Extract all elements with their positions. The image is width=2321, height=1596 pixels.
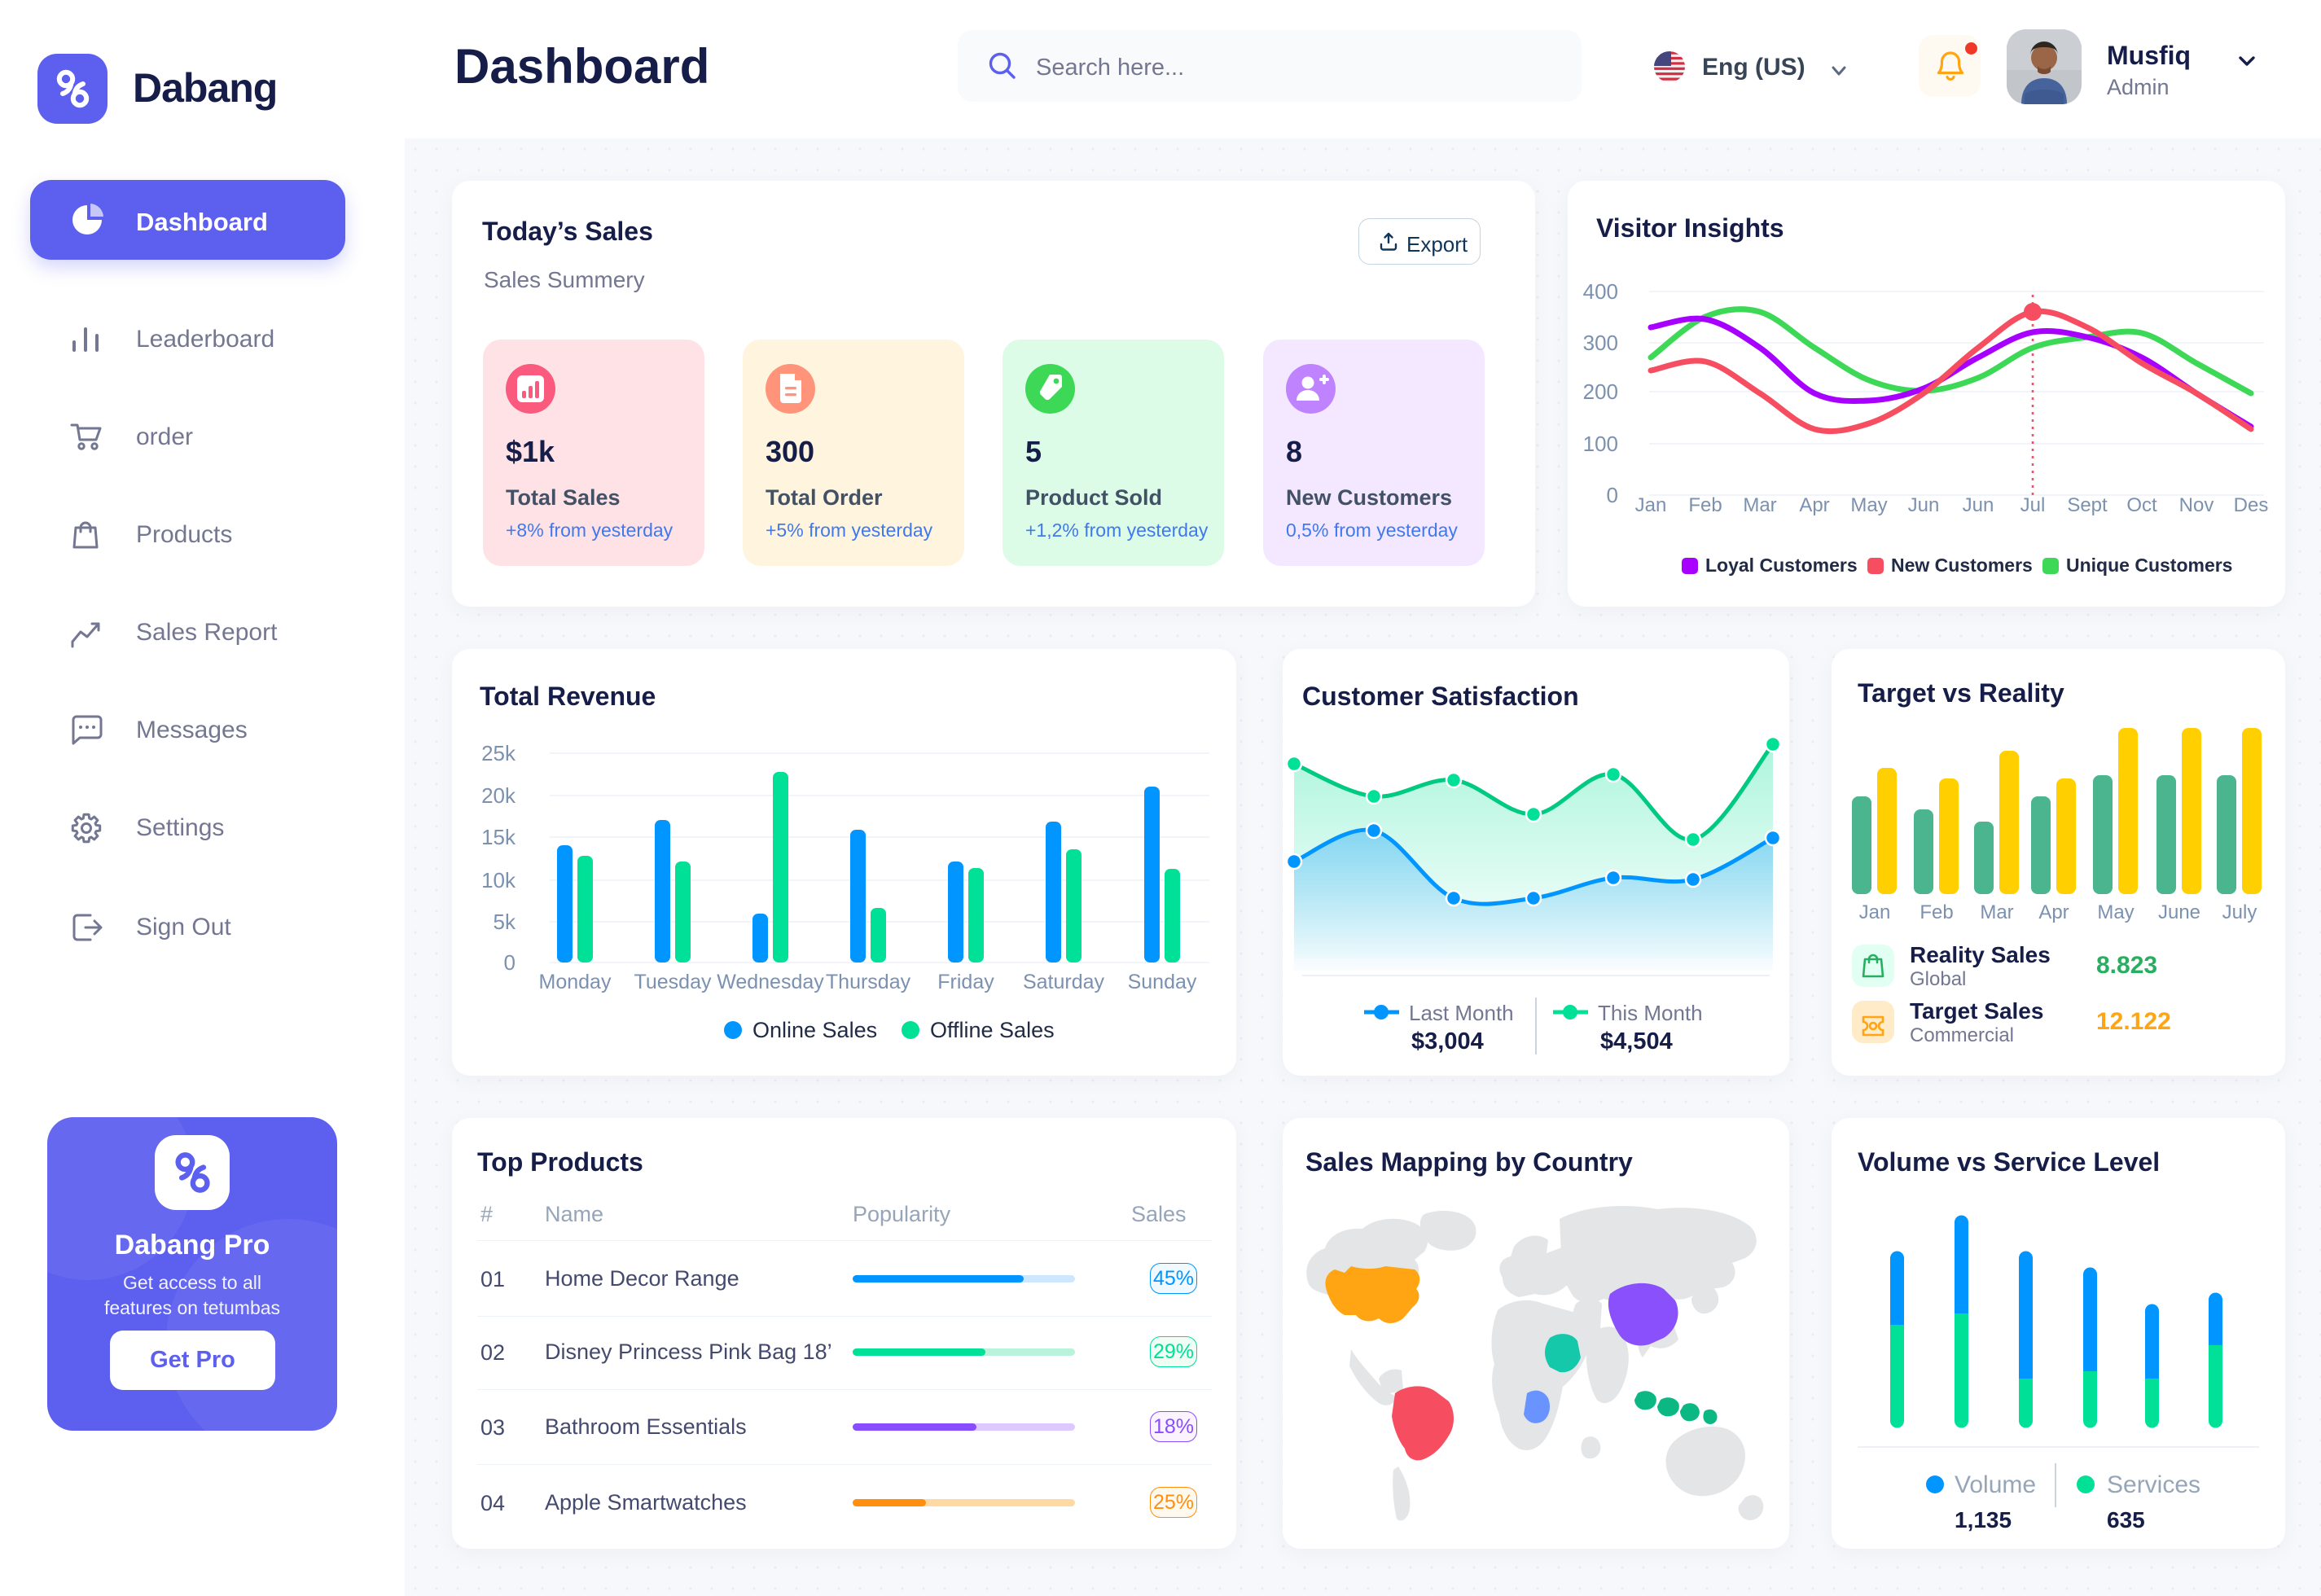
svg-text:Wednesday: Wednesday <box>717 971 824 993</box>
svg-text:Reality Sales: Reality Sales <box>1910 942 2051 967</box>
svg-text:June: June <box>2158 901 2200 923</box>
svg-text:Volume: Volume <box>1955 1471 2036 1498</box>
svg-text:25k: 25k <box>481 741 516 765</box>
svg-text:This Month: This Month <box>1598 1001 1703 1025</box>
svg-text:Apr: Apr <box>2038 901 2069 923</box>
svg-text:New Customers: New Customers <box>1891 555 2033 576</box>
svg-text:Feb: Feb <box>1688 494 1722 516</box>
svg-text:Loyal Customers: Loyal Customers <box>1705 555 1858 576</box>
svg-text:Jun: Jun <box>1963 494 1994 516</box>
svg-text:$3,004: $3,004 <box>1411 1028 1484 1054</box>
svg-text:Services: Services <box>2107 1471 2200 1498</box>
svg-text:Des: Des <box>2234 494 2269 516</box>
svg-text:Mar: Mar <box>1743 494 1776 516</box>
svg-text:$4,504: $4,504 <box>1600 1028 1673 1054</box>
svg-text:Offline Sales: Offline Sales <box>930 1018 1055 1042</box>
svg-text:Friday: Friday <box>937 971 994 993</box>
svg-text:Apr: Apr <box>1799 494 1829 516</box>
svg-text:400: 400 <box>1583 279 1618 304</box>
svg-text:July: July <box>2222 901 2257 923</box>
svg-text:Sept: Sept <box>2067 494 2108 516</box>
svg-text:20k: 20k <box>481 783 516 808</box>
svg-text:5k: 5k <box>494 910 516 934</box>
svg-text:0: 0 <box>504 950 516 975</box>
svg-text:Sunday: Sunday <box>1128 971 1197 993</box>
svg-text:Oct: Oct <box>2126 494 2157 516</box>
svg-text:Feb: Feb <box>1920 901 1953 923</box>
svg-text:Target Sales: Target Sales <box>1910 998 2043 1024</box>
svg-text:Jun: Jun <box>1908 494 1940 516</box>
svg-text:15k: 15k <box>481 825 516 849</box>
svg-text:Global: Global <box>1910 968 1966 990</box>
svg-text:Last Month: Last Month <box>1409 1001 1514 1025</box>
svg-text:Saturday: Saturday <box>1023 971 1105 993</box>
svg-text:0: 0 <box>1607 483 1618 507</box>
svg-text:Jul: Jul <box>2020 494 2046 516</box>
svg-text:100: 100 <box>1583 432 1618 456</box>
svg-text:Jan: Jan <box>1859 901 1891 923</box>
svg-text:Monday: Monday <box>539 971 612 993</box>
svg-text:Unique Customers: Unique Customers <box>2066 555 2232 576</box>
svg-text:12.122: 12.122 <box>2096 1008 2171 1035</box>
svg-text:May: May <box>1850 494 1887 516</box>
svg-text:200: 200 <box>1583 379 1618 404</box>
svg-text:Online Sales: Online Sales <box>752 1018 877 1042</box>
svg-text:Mar: Mar <box>1980 901 2013 923</box>
svg-text:635: 635 <box>2107 1507 2145 1532</box>
svg-text:Jan: Jan <box>1635 494 1667 516</box>
svg-text:8.823: 8.823 <box>2096 952 2157 979</box>
svg-text:May: May <box>2097 901 2134 923</box>
svg-text:300: 300 <box>1583 331 1618 355</box>
svg-text:Commercial: Commercial <box>1910 1024 2014 1046</box>
svg-text:Tuesday: Tuesday <box>634 971 712 993</box>
svg-text:Thursday: Thursday <box>826 971 911 993</box>
svg-text:10k: 10k <box>481 868 516 892</box>
svg-text:Nov: Nov <box>2179 494 2214 516</box>
svg-text:1,135: 1,135 <box>1955 1507 2012 1532</box>
